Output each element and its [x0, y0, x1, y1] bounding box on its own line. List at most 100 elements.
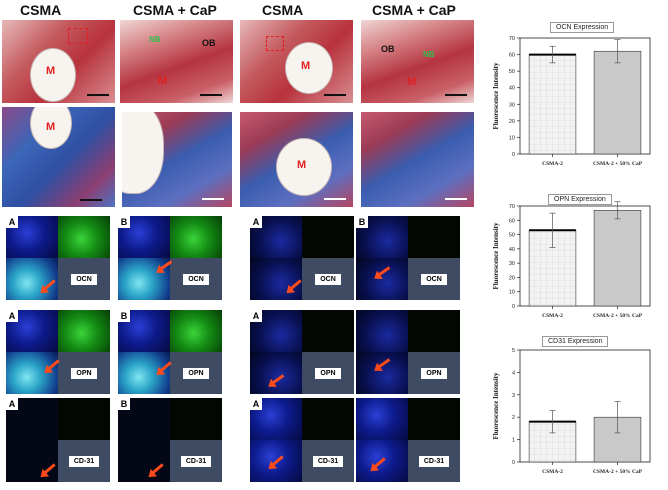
- marker-label-box: OPN: [170, 352, 222, 394]
- y-tick-label: 60: [509, 218, 515, 224]
- marker-label: OPN: [71, 367, 97, 379]
- implant-label: M: [407, 76, 417, 88]
- implant-label: M: [46, 65, 56, 77]
- marker-channel: [408, 216, 460, 258]
- x-tick-label: CSMA-2: [542, 161, 563, 167]
- scale-bar: [324, 94, 346, 96]
- marker-label-box: OPN: [58, 352, 110, 394]
- fluorescence-panel-ocn-a-2: OCN A: [250, 216, 354, 300]
- y-tick-label: 10: [509, 290, 515, 296]
- marker-channel: [408, 310, 460, 352]
- marker-channel: [58, 216, 110, 258]
- marker-label: OCN: [183, 273, 209, 285]
- y-tick-label: 30: [509, 102, 515, 108]
- y-tick-label: 3: [512, 393, 515, 399]
- marker-channel: [302, 310, 354, 352]
- masson-image-csma-cap-zoom: [122, 112, 232, 207]
- histology-image-csma-overview-2: M: [240, 20, 353, 103]
- histology-image-csma-overview: M: [2, 20, 115, 103]
- merged-channel: [356, 258, 408, 300]
- marker-label: CD-31: [68, 455, 100, 467]
- histology-image-csma-cap-zoom: NB OB M: [120, 20, 233, 103]
- marker-label-box: OCN: [302, 258, 354, 300]
- bar: [593, 209, 642, 307]
- cd31-expression-chart: 0 1 2 3 4 5 Fluorescence Intensity CSMA-2 CSMA-2…: [480, 334, 666, 484]
- merged-channel: [250, 258, 302, 300]
- marker-channel: [302, 216, 354, 258]
- marker-label-box: CD-31: [170, 440, 222, 482]
- y-tick-label: 5: [512, 348, 515, 354]
- x-tick-label: CSMA-2: [542, 313, 563, 319]
- plot-frame: [519, 37, 651, 155]
- marker-label-box: OCN: [408, 258, 460, 300]
- header-csma-1: CSMA: [20, 2, 62, 18]
- y-tick-label: 20: [509, 275, 515, 281]
- panel-badge: B: [118, 216, 130, 228]
- masson-image-csma-cap-zoom-2: [361, 112, 474, 207]
- fluorescence-panel-opn-a: OPN A: [6, 310, 110, 394]
- marker-label: CD-31: [418, 455, 450, 467]
- marker-label-box: CD-31: [408, 440, 460, 482]
- plot-frame: [519, 349, 651, 463]
- y-tick-label: 30: [509, 261, 515, 267]
- y-tick-label: 50: [509, 233, 515, 239]
- chart-svg: 0 10 20 30 40 50 60 70 Fluorescence Intensity CSM…: [492, 201, 651, 319]
- y-tick-label: 50: [509, 69, 515, 75]
- marker-channel: [170, 398, 222, 440]
- marker-channel: [302, 398, 354, 440]
- fluorescence-panel-ocn-b-2: OCN B: [356, 216, 460, 300]
- scale-bar: [200, 94, 222, 96]
- y-tick-label: 0: [512, 460, 515, 466]
- marker-label: CD-31: [312, 455, 344, 467]
- panel-badge: B: [118, 398, 130, 410]
- panel-badge: A: [250, 216, 262, 228]
- header-csma-cap-1: CSMA + CaP: [133, 2, 217, 18]
- y-axis-label: Fluorescence Intensity: [492, 62, 500, 129]
- y-tick-label: 40: [509, 86, 515, 92]
- y-tick-label: 60: [509, 53, 515, 59]
- fluorescence-panel-cd31-b-2: CD-31: [356, 398, 460, 482]
- chart-svg: 0 1 2 3 4 5 Fluorescence Intensity CSMA-2 CSMA-2…: [492, 348, 651, 475]
- x-tick-label: CSMA-2: [542, 469, 563, 475]
- fluorescence-panel-cd31-a-2: CD-31 A: [250, 398, 354, 482]
- plot-frame: [519, 205, 651, 307]
- scale-bar: [80, 199, 102, 201]
- marker-label: CD-31: [180, 455, 212, 467]
- merged-channel: [118, 440, 170, 482]
- y-tick-label: 0: [512, 304, 515, 310]
- x-tick-label: CSMA-2 + 50% CaP: [593, 313, 643, 319]
- fluorescence-panel-ocn-a: OCN A: [6, 216, 110, 300]
- masson-image-csma-overview: M: [2, 107, 115, 207]
- marker-channel: [58, 398, 110, 440]
- marker-label: OCN: [421, 273, 447, 285]
- y-axis-label: Fluorescence Intensity: [492, 222, 500, 289]
- y-tick-label: 1: [512, 438, 515, 444]
- y-tick-label: 4: [512, 370, 515, 376]
- old-bone-label: OB: [381, 44, 395, 54]
- y-tick-label: 20: [509, 119, 515, 125]
- old-bone-label: OB: [202, 38, 216, 48]
- panel-badge: B: [118, 310, 130, 322]
- zoom-region-box: [68, 28, 88, 44]
- panel-badge: A: [6, 216, 18, 228]
- panel-badge: A: [250, 310, 262, 322]
- implant-label: M: [46, 121, 56, 133]
- scale-bar: [324, 198, 346, 200]
- merged-channel: [118, 258, 170, 300]
- merged-channel: [356, 352, 408, 394]
- dapi-channel: [356, 398, 408, 440]
- fluorescence-panel-opn-b-2: OPN: [356, 310, 460, 394]
- panel-badge: A: [6, 398, 18, 410]
- marker-label-box: CD-31: [302, 440, 354, 482]
- merged-channel: [6, 440, 58, 482]
- marker-label-box: OPN: [408, 352, 460, 394]
- implant-label: M: [297, 159, 307, 171]
- chart-title: OCN Expression: [550, 22, 615, 33]
- bar: [593, 50, 642, 155]
- y-axis-label: Fluorescence Intensity: [492, 372, 500, 439]
- scale-bar: [445, 94, 467, 96]
- marker-label-box: OCN: [58, 258, 110, 300]
- header-csma-2: CSMA: [262, 2, 304, 18]
- y-tick-label: 70: [509, 204, 515, 210]
- fluorescence-panel-opn-b: OPN B: [118, 310, 222, 394]
